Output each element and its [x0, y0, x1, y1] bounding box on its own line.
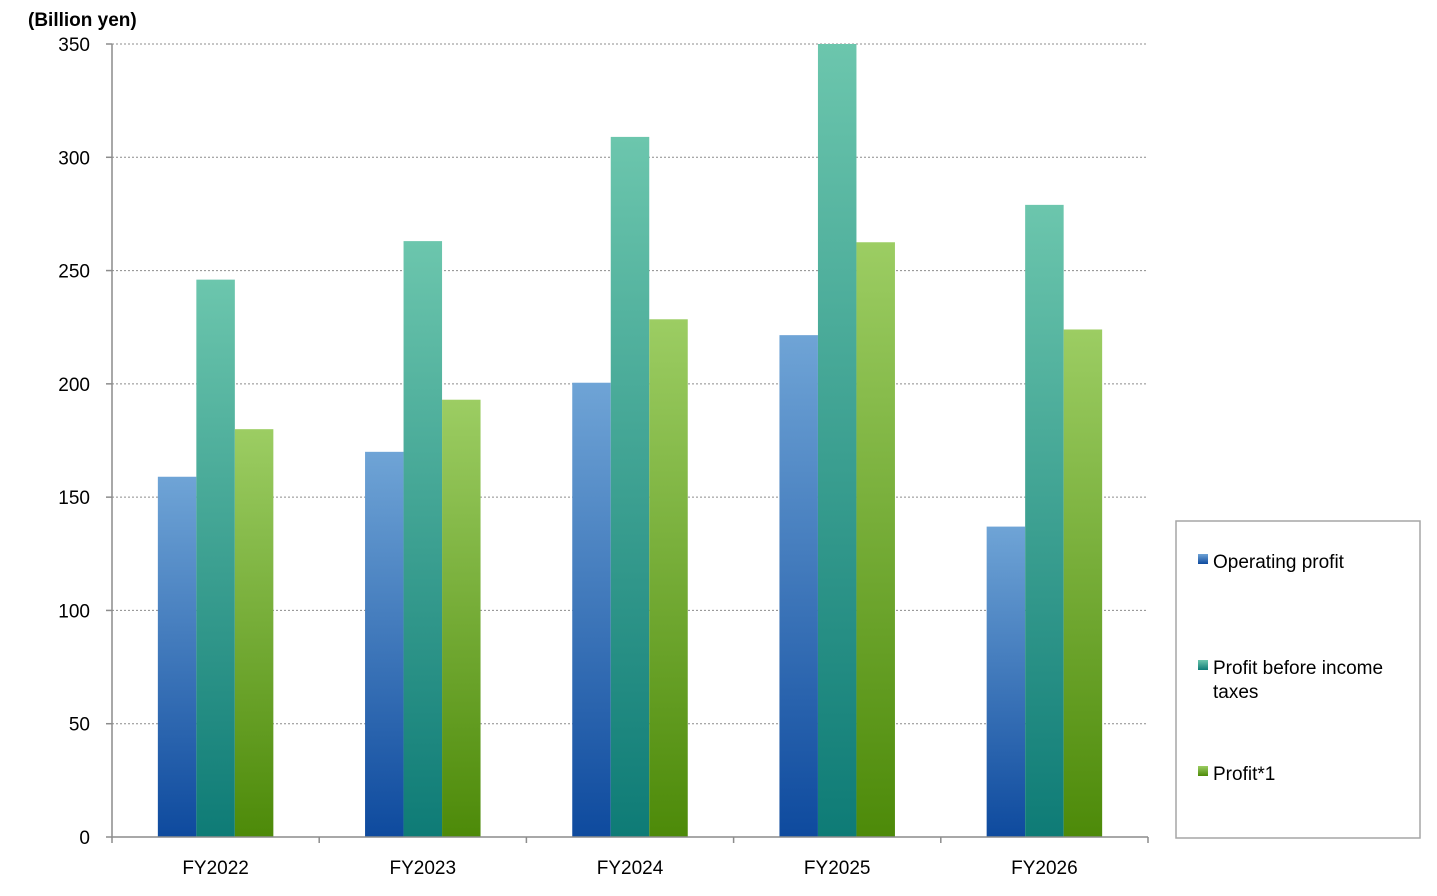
- y-tick-label: 0: [79, 828, 90, 849]
- y-axis-unit-label: (Billion yen): [28, 10, 137, 31]
- bar-operating-profit-fy2024: [572, 382, 611, 837]
- bar-profit-1-fy2025: [856, 242, 895, 837]
- x-tick-label: FY2025: [804, 858, 871, 879]
- x-tick-label: FY2026: [1011, 858, 1078, 879]
- y-tick-label: 100: [58, 601, 90, 622]
- legend-swatch: [1198, 660, 1208, 670]
- bar-profit-before-income-taxes-fy2024: [610, 136, 650, 837]
- bars: [157, 44, 1103, 838]
- legend: Operating profit Profit before income taxe…: [1175, 520, 1421, 839]
- y-axis-tick-labels: 0 50 100 150 200 250 300 350: [58, 35, 90, 849]
- y-tick-label: 50: [69, 715, 90, 736]
- legend-label: Profit*1: [1213, 764, 1275, 785]
- axes: [106, 43, 1149, 843]
- legend-swatch: [1198, 766, 1208, 776]
- y-tick-label: 250: [58, 262, 90, 283]
- bar-profit-1-fy2024: [649, 319, 688, 837]
- bar-operating-profit-fy2026: [986, 526, 1026, 837]
- legend-label: Profit before income taxes: [1213, 658, 1383, 703]
- bar-profit-1-fy2023: [442, 399, 481, 837]
- x-tick-label: FY2022: [182, 858, 249, 879]
- legend-label: Operating profit: [1213, 552, 1345, 573]
- bar-profit-before-income-taxes-fy2026: [1025, 204, 1064, 837]
- bar-profit-before-income-taxes-fy2022: [196, 279, 235, 837]
- y-tick-label: 200: [58, 375, 90, 396]
- y-tick-label: 300: [58, 148, 90, 169]
- legend-swatch: [1198, 554, 1208, 564]
- legend-item: Profit*1: [1198, 764, 1275, 785]
- x-tick-label: FY2024: [597, 858, 664, 879]
- legend-item: Operating profit: [1198, 552, 1345, 573]
- legend-item: Profit before income taxes: [1198, 658, 1383, 703]
- legend-box: [1175, 520, 1421, 839]
- y-tick-label: 150: [58, 488, 90, 509]
- bar-operating-profit-fy2025: [779, 335, 818, 837]
- bar-operating-profit-fy2023: [365, 451, 404, 837]
- bar-profit-1-fy2022: [234, 429, 274, 837]
- y-tick-label: 350: [58, 35, 90, 56]
- bar-profit-1-fy2026: [1063, 329, 1103, 837]
- bar-operating-profit-fy2022: [157, 476, 197, 837]
- x-axis-tick-labels: FY2022 FY2023 FY2024 FY2025 FY2026: [182, 858, 1077, 879]
- bar-profit-before-income-taxes-fy2025: [817, 44, 857, 837]
- bar-profit-before-income-taxes-fy2023: [403, 241, 443, 838]
- x-tick-label: FY2023: [390, 858, 457, 879]
